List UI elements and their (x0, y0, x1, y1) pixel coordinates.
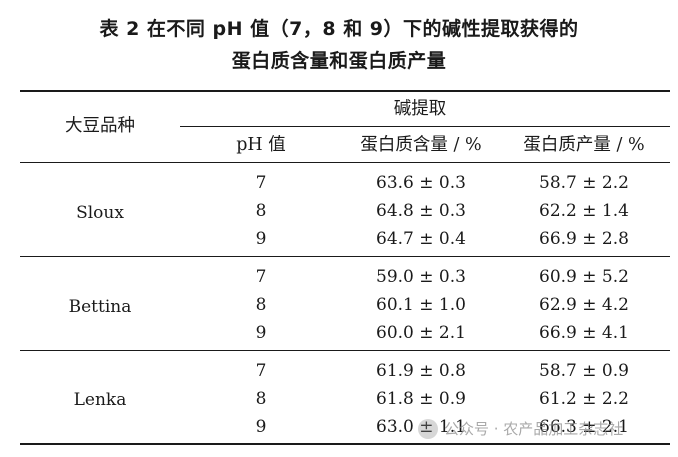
yield-cell: 62.9 ± 4.2 (539, 295, 629, 315)
watermark-text: 公众号 · 农产品加工杂志社 (444, 420, 624, 438)
wechat-icon (418, 418, 438, 439)
yield-cell: 66.9 ± 4.1 (539, 323, 629, 343)
yield-cell: 66.3 ± 2.1 (539, 417, 629, 437)
header-extraction-group: 碱提取 (393, 99, 447, 119)
yield-cell: 58.7 ± 0.9 (539, 361, 629, 381)
yield-cell: 62.2 ± 1.4 (539, 201, 629, 221)
yield-cell: 58.7 ± 2.2 (539, 173, 629, 193)
table-title-line1: 表 2 在不同 pH 值（7，8 和 9）下的碱性提取获得的 (99, 18, 579, 40)
top-rule (20, 90, 670, 92)
content-cell: 64.8 ± 0.3 (376, 201, 466, 221)
content-cell: 60.1 ± 1.0 (376, 295, 466, 315)
ph-cell: 7 (255, 267, 267, 287)
ph-cell: 9 (255, 229, 267, 249)
ph-cell: 7 (255, 361, 267, 381)
variety-name: Lenka (73, 390, 127, 410)
content-cell: 61.8 ± 0.9 (376, 389, 466, 409)
ph-cell: 8 (255, 201, 267, 221)
content-cell: 63.0 ± 1.1 (376, 417, 466, 437)
ph-cell: 8 (255, 295, 267, 315)
group-divider-2 (20, 350, 670, 351)
table-title-line2: 蛋白质含量和蛋白质产量 (231, 50, 447, 72)
header-protein-content: 蛋白质含量 / % (360, 135, 482, 155)
header-protein-yield: 蛋白质产量 / % (523, 135, 645, 155)
content-cell: 59.0 ± 0.3 (376, 267, 466, 287)
content-cell: 61.9 ± 0.8 (376, 361, 466, 381)
ph-cell: 8 (255, 389, 267, 409)
group-header-rule (180, 126, 670, 127)
content-cell: 64.7 ± 0.4 (376, 229, 466, 249)
content-cell: 63.6 ± 0.3 (376, 173, 466, 193)
bottom-rule (20, 443, 670, 445)
yield-cell: 66.9 ± 2.8 (539, 229, 629, 249)
content-cell: 60.0 ± 2.1 (376, 323, 466, 343)
variety-name: Sloux (76, 203, 124, 223)
header-variety: 大豆品种 (65, 116, 135, 136)
group-divider-1 (20, 256, 670, 257)
header-bottom-rule (20, 162, 670, 163)
ph-cell: 9 (255, 417, 267, 437)
ph-cell: 7 (255, 173, 267, 193)
ph-cell: 9 (255, 323, 267, 343)
yield-cell: 61.2 ± 2.2 (539, 389, 629, 409)
watermark: 公众号 · 农产品加工杂志社 (418, 418, 623, 439)
yield-cell: 60.9 ± 5.2 (539, 267, 629, 287)
variety-name: Bettina (68, 297, 132, 317)
header-ph: pH 值 (236, 135, 286, 155)
